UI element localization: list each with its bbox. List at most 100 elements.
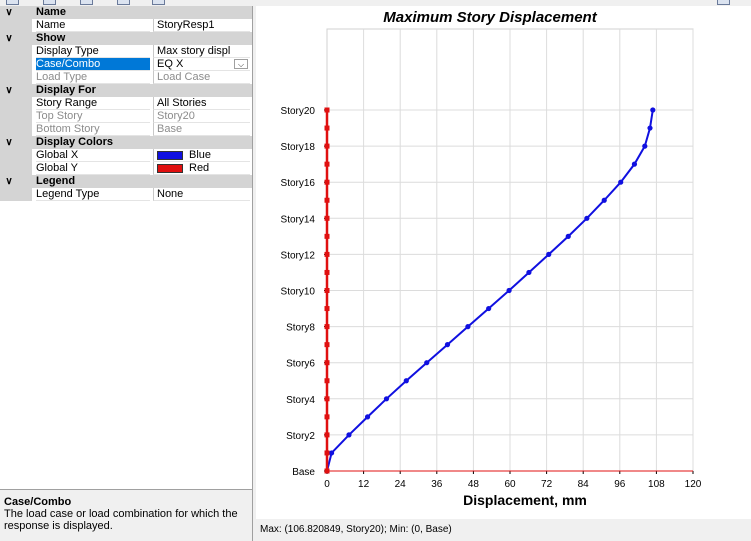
y-tick-label: Story18 [281,142,316,153]
property-row[interactable]: Display Type Max story displ [0,45,252,58]
property-name[interactable]: Story Range [36,97,150,110]
property-grid: ∨ Name Name StoryResp1 ∨ Show Display Type Max … [0,6,252,201]
property-value[interactable]: Max story displ [153,45,250,58]
x-tick-label: 120 [685,479,702,490]
x-tick-label: 36 [431,479,443,490]
x-tick-label: 84 [578,479,590,490]
property-name[interactable]: Case/Combo [36,58,150,71]
y-tick-label: Story4 [286,395,315,406]
data-point-global-y [324,468,330,474]
property-name[interactable]: Bottom Story [36,123,150,136]
data-point-global-x [650,107,656,113]
row-gutter [0,123,32,136]
row-gutter [0,97,32,110]
category-row[interactable]: ∨ Display Colors [0,136,252,149]
category-label: Show [36,32,66,44]
toolbar-button-3[interactable] [80,0,93,5]
x-tick-label: 60 [504,479,516,490]
property-row[interactable]: Case/Combo EQ X ⌵ [0,58,252,71]
toolbar-button-5[interactable] [152,0,165,5]
description-title: Case/Combo [4,496,72,508]
property-name[interactable]: Load Type [36,71,150,84]
story-displacement-chart: Maximum Story Displacement 0 12 24 36 48 60 72 8… [281,9,702,508]
data-point-global-x [546,251,552,257]
chart-title: Maximum Story Displacement [383,9,597,26]
chevron-down-icon[interactable]: ∨ [5,7,13,18]
property-name[interactable]: Global Y [36,162,150,175]
property-row[interactable]: Story Range All Stories [0,97,252,110]
chevron-down-icon[interactable]: ⌵ [234,59,248,69]
x-tick-label: 12 [358,479,370,490]
property-row[interactable]: Load Type Load Case [0,71,252,84]
x-tick-label: 108 [648,479,665,490]
chevron-down-icon[interactable]: ∨ [5,137,13,148]
y-tick-label: Story8 [286,323,315,334]
y-tick-label: Base [292,467,315,478]
data-point-global-x [465,324,471,330]
status-text: Max: (106.820849, Story20); Min: (0, Bas… [260,524,452,535]
property-row[interactable]: Global X Blue [0,149,252,162]
property-value[interactable]: Story20 [153,110,250,123]
data-point-global-x [444,342,451,348]
data-point-global-x [403,378,409,384]
y-tick-label: Story6 [286,359,315,370]
chevron-down-icon[interactable]: ∨ [5,33,13,44]
property-value-text: Red [189,162,210,174]
toolbar-button-4[interactable] [117,0,130,5]
data-point-global-x [364,414,371,420]
property-value[interactable]: Load Case [153,71,250,84]
row-gutter [0,149,32,162]
property-value[interactable]: Blue [153,149,250,162]
row-gutter [0,71,32,84]
data-point-global-y [324,233,330,239]
property-value[interactable]: StoryResp1 [153,19,250,32]
property-value[interactable]: Base [153,123,250,136]
toolbar-button-2[interactable] [43,0,56,5]
data-point-global-y [324,414,330,420]
toolbar-button-right[interactable] [717,0,730,5]
data-point-global-x [618,179,624,185]
property-name[interactable]: Legend Type [36,188,150,201]
property-name[interactable]: Name [36,19,150,32]
property-row[interactable]: Global Y Red [0,162,252,175]
toolbar-button-1[interactable] [6,0,19,5]
chevron-down-icon[interactable]: ∨ [5,176,13,187]
description-text: The load case or load combination for wh… [4,508,238,532]
category-row[interactable]: ∨ Name [0,6,252,19]
category-label: Display For [36,84,96,96]
category-row[interactable]: ∨ Display For [0,84,252,97]
property-value[interactable]: None [153,188,250,201]
category-row[interactable]: ∨ Legend [0,175,252,188]
description-box: Case/Combo The load case or load combina… [0,489,252,541]
property-row[interactable]: Name StoryResp1 [0,19,252,32]
property-name[interactable]: Top Story [36,110,150,123]
y-tick-label: Story12 [281,250,316,261]
property-name[interactable]: Display Type [36,45,150,58]
property-row[interactable]: Bottom Story Base [0,123,252,136]
property-value[interactable]: All Stories [153,97,250,110]
property-row[interactable]: Legend Type None [0,188,252,201]
property-value-text: None [157,188,184,200]
x-tick-label: 48 [468,479,480,490]
category-row[interactable]: ∨ Show [0,32,252,45]
property-value[interactable]: EQ X ⌵ [153,58,250,71]
data-point-global-y [324,432,330,438]
data-point-global-x [383,396,390,402]
data-point-global-y [324,197,330,203]
x-tick-label: 72 [541,479,553,490]
chevron-down-icon[interactable]: ∨ [5,85,13,96]
row-gutter [0,188,32,201]
property-row[interactable]: Top Story Story20 [0,110,252,123]
status-bar: Max: (106.820849, Story20); Min: (0, Bas… [256,519,751,541]
color-swatch[interactable] [157,163,183,173]
property-value-text: All Stories [157,97,207,109]
property-name[interactable]: Global X [36,149,150,162]
data-point-global-x [565,233,571,239]
chart-panel: Maximum Story Displacement 0 12 24 36 48 60 72 8… [256,6,751,519]
data-point-global-y [324,179,330,185]
property-value[interactable]: Red [153,162,250,175]
color-swatch[interactable] [157,150,183,160]
property-value-text: Story20 [157,110,195,122]
data-point-global-x [631,161,638,167]
data-point-global-x [601,197,607,203]
